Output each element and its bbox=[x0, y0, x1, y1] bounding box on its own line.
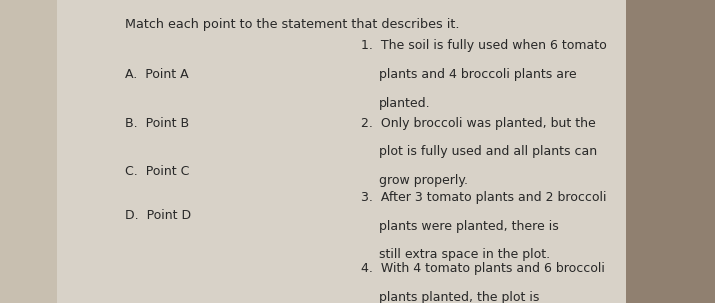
Text: A.  Point A: A. Point A bbox=[125, 68, 189, 81]
Text: 1.  The soil is fully used when 6 tomato: 1. The soil is fully used when 6 tomato bbox=[361, 39, 607, 52]
Text: 2.  Only broccoli was planted, but the: 2. Only broccoli was planted, but the bbox=[361, 117, 596, 130]
Text: still extra space in the plot.: still extra space in the plot. bbox=[379, 248, 550, 261]
Text: 3.  After 3 tomato plants and 2 broccoli: 3. After 3 tomato plants and 2 broccoli bbox=[361, 191, 606, 204]
Text: plants were planted, there is: plants were planted, there is bbox=[379, 220, 558, 233]
Text: Match each point to the statement that describes it.: Match each point to the statement that d… bbox=[125, 18, 460, 31]
Text: D.  Point D: D. Point D bbox=[125, 209, 191, 222]
Text: grow properly.: grow properly. bbox=[379, 174, 468, 187]
Text: plants planted, the plot is: plants planted, the plot is bbox=[379, 291, 539, 303]
Text: B.  Point B: B. Point B bbox=[125, 117, 189, 130]
Text: 4.  With 4 tomato plants and 6 broccoli: 4. With 4 tomato plants and 6 broccoli bbox=[361, 262, 605, 275]
Text: C.  Point C: C. Point C bbox=[125, 165, 189, 178]
Text: plants and 4 broccoli plants are: plants and 4 broccoli plants are bbox=[379, 68, 576, 81]
Text: plot is fully used and all plants can: plot is fully used and all plants can bbox=[379, 145, 597, 158]
Text: planted.: planted. bbox=[379, 97, 430, 110]
